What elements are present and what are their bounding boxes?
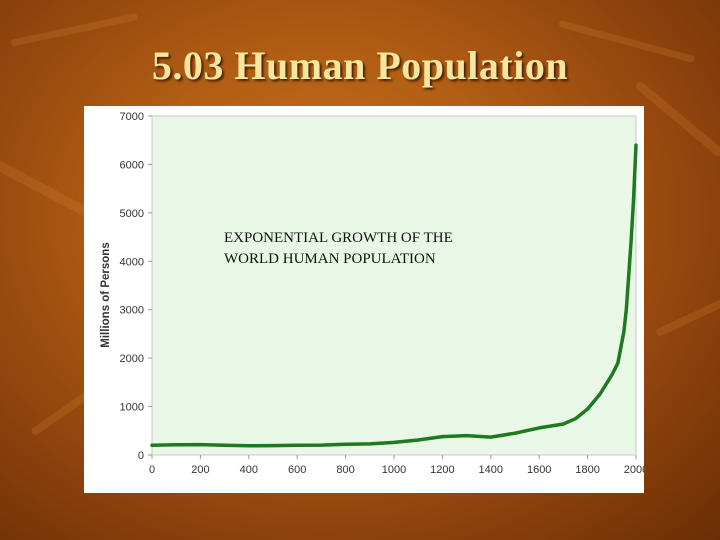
x-tick-label: 1800 bbox=[575, 464, 599, 476]
x-axis-ticks: 0 200 400 600 800 1000 1200 1400 1600 1800 2000 bbox=[149, 455, 644, 476]
y-tick-label: 4000 bbox=[120, 256, 144, 268]
chart-frame: 0 1000 2000 3000 4000 5000 6000 7000 0 200 400 600… bbox=[84, 106, 644, 493]
chart-annotation: EXPONENTIAL GROWTH OF THE WORLD HUMAN PO… bbox=[224, 228, 544, 270]
x-tick-label: 0 bbox=[149, 464, 155, 476]
y-tick-label: 6000 bbox=[120, 159, 144, 171]
x-tick-label: 200 bbox=[191, 464, 209, 476]
x-tick-label: 1000 bbox=[382, 464, 406, 476]
annotation-line-2: WORLD HUMAN POPULATION bbox=[224, 251, 436, 267]
y-tick-label: 3000 bbox=[120, 305, 144, 317]
y-tick-label: 1000 bbox=[120, 402, 144, 414]
x-tick-label: 400 bbox=[240, 464, 258, 476]
y-tick-label: 2000 bbox=[120, 353, 144, 365]
x-tick-label: 600 bbox=[288, 464, 306, 476]
y-axis-ticks: 0 1000 2000 3000 4000 5000 6000 7000 bbox=[120, 111, 152, 462]
y-tick-label: 5000 bbox=[120, 208, 144, 220]
slide-title: 5.03 Human Population bbox=[151, 43, 569, 88]
y-tick-label: 0 bbox=[138, 450, 144, 462]
y-tick-label: 7000 bbox=[120, 111, 144, 123]
x-tick-label: 1600 bbox=[527, 464, 551, 476]
x-tick-label: 1400 bbox=[479, 464, 503, 476]
population-chart: 0 1000 2000 3000 4000 5000 6000 7000 0 200 400 600… bbox=[100, 111, 644, 476]
x-tick-label: 1200 bbox=[430, 464, 454, 476]
annotation-line-1: EXPONENTIAL GROWTH OF THE bbox=[224, 230, 453, 246]
x-tick-label: 800 bbox=[336, 464, 354, 476]
x-tick-label: 2000 bbox=[624, 464, 644, 476]
y-axis-label: Millions of Persons bbox=[100, 242, 112, 347]
plot-area bbox=[151, 115, 637, 456]
population-series-line bbox=[150, 143, 638, 448]
